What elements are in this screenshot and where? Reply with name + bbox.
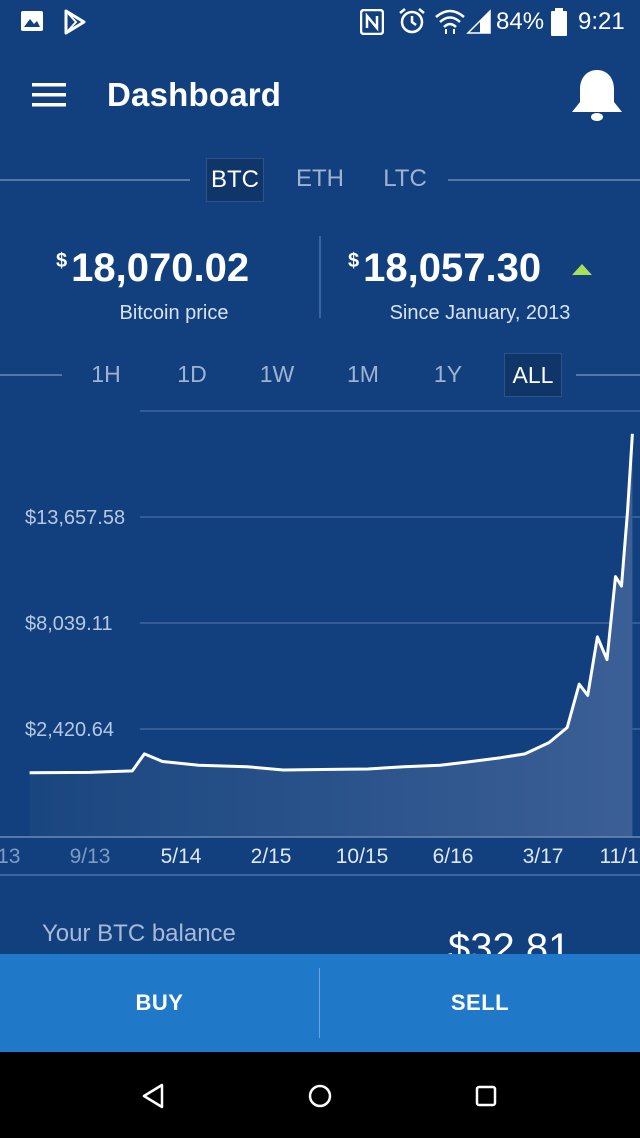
x-tick-label: 2/15 — [251, 845, 292, 868]
nav-bar — [0, 1052, 640, 1138]
y-tick-label: $8,039.11 — [25, 613, 113, 635]
wifi-icon — [435, 9, 465, 34]
current-price-value: 18,070.02 — [71, 246, 250, 290]
x-tick-label: 3/17 — [523, 845, 564, 868]
buy-button[interactable]: BUY — [135, 990, 184, 1015]
play-store-icon — [64, 9, 86, 35]
sell-button[interactable]: SELL — [450, 990, 510, 1015]
chart-line — [29, 433, 634, 775]
range-tab-1y[interactable]: 1Y — [433, 361, 463, 387]
x-tick-label: 5/14 — [161, 845, 202, 868]
image-icon — [21, 11, 43, 31]
clock: 9:21 — [578, 8, 625, 35]
battery-icon — [551, 8, 567, 36]
x-tick-label: 1/13 — [0, 845, 20, 868]
tab-eth[interactable]: ETH — [296, 165, 344, 192]
tab-line-right — [448, 179, 640, 181]
balance-label: Your BTC balance — [42, 920, 236, 947]
y-tick-label: $2,420.64 — [25, 719, 114, 741]
change-value-number: 18,057.30 — [363, 246, 542, 290]
page-title: Dashboard — [107, 76, 282, 113]
change-value: $18,057.30 — [348, 246, 541, 291]
action-divider — [319, 968, 320, 1038]
arrow-up-icon — [572, 264, 592, 275]
status-bar: 84% 9:21 — [0, 0, 640, 44]
current-price: $18,070.02 — [56, 246, 249, 291]
action-bar: BUY SELL — [0, 954, 640, 1052]
range-tab-all[interactable]: ALL — [504, 353, 562, 397]
range-line-left — [0, 374, 62, 376]
x-tick-label: 6/16 — [433, 845, 474, 868]
range-tab-1h[interactable]: 1H — [91, 361, 121, 387]
range-tab-1d[interactable]: 1D — [177, 361, 207, 387]
currency-symbol: $ — [348, 250, 360, 272]
tab-line-left — [0, 179, 190, 181]
recents-icon[interactable] — [472, 1082, 500, 1110]
section-divider — [0, 874, 640, 876]
back-icon[interactable] — [140, 1082, 168, 1110]
x-tick-label: 11/17 — [600, 845, 640, 868]
tab-btc[interactable]: BTC — [206, 158, 264, 202]
currency-symbol: $ — [56, 250, 68, 272]
nfc-icon — [360, 9, 384, 35]
signal-icon — [466, 9, 491, 34]
change-label: Since January, 2013 — [389, 302, 571, 324]
home-icon[interactable] — [306, 1082, 334, 1110]
y-axis-labels: $13,657.58 $8,039.11 $2,420.64 — [25, 507, 125, 741]
x-axis-labels: 1/13 9/13 5/14 2/15 10/15 6/16 3/17 11/17 — [0, 845, 640, 868]
price-chart[interactable]: $13,657.58 $8,039.11 $2,420.64 1/13 9/13 5/1… — [0, 408, 640, 878]
y-tick-label: $13,657.58 — [25, 507, 125, 529]
hamburger-menu-icon[interactable] — [32, 82, 68, 108]
app-bar — [0, 44, 640, 148]
alarm-icon — [399, 8, 425, 34]
battery-percentage: 84% — [496, 8, 545, 35]
bell-icon[interactable] — [568, 66, 626, 124]
range-line-right — [576, 374, 640, 376]
chart-area — [29, 433, 633, 837]
range-tab-1m[interactable]: 1M — [347, 361, 379, 387]
range-tab-1w[interactable]: 1W — [259, 361, 295, 387]
x-tick-label: 9/13 — [70, 845, 111, 868]
x-tick-label: 10/15 — [336, 845, 389, 868]
current-price-label: Bitcoin price — [119, 302, 229, 324]
price-divider — [319, 236, 321, 318]
chart-grid — [140, 410, 640, 730]
tab-ltc[interactable]: LTC — [383, 165, 427, 192]
